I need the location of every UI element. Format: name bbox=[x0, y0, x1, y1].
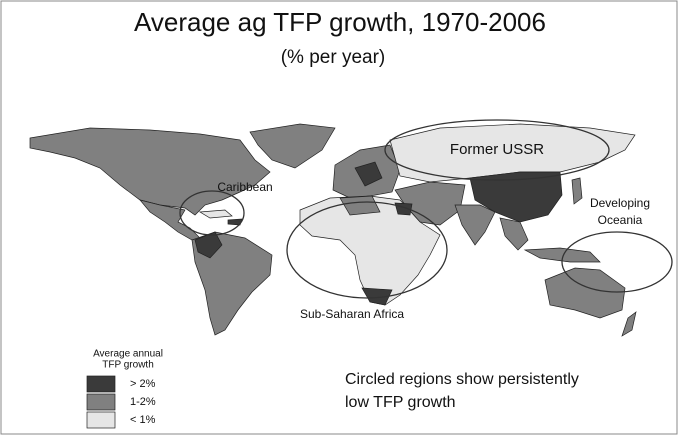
legend-label: < 1% bbox=[130, 414, 156, 426]
note-text: Circled regions show persistently bbox=[345, 371, 579, 388]
legend-swatch bbox=[87, 412, 115, 428]
title: Average ag TFP growth, 1970-2006 bbox=[134, 7, 546, 37]
legend-label: 1-2% bbox=[130, 396, 156, 408]
legend-title: TFP growth bbox=[102, 360, 154, 371]
region-label: Sub-Saharan Africa bbox=[300, 307, 404, 321]
region-label: Developing bbox=[590, 196, 650, 210]
region-label: Former USSR bbox=[450, 141, 544, 158]
figure: Average ag TFP growth, 1970-2006 (% per … bbox=[0, 0, 678, 435]
legend-swatch bbox=[87, 394, 115, 410]
legend-swatch bbox=[87, 376, 115, 392]
region-label: Caribbean bbox=[217, 180, 272, 194]
legend-title: Average annual bbox=[93, 349, 163, 360]
region-label: Oceania bbox=[598, 213, 643, 227]
legend-label: > 2% bbox=[130, 378, 156, 390]
subtitle: (% per year) bbox=[281, 47, 386, 68]
note-text: low TFP growth bbox=[345, 394, 456, 411]
page: Average ag TFP growth, 1970-2006 (% per … bbox=[0, 0, 678, 435]
